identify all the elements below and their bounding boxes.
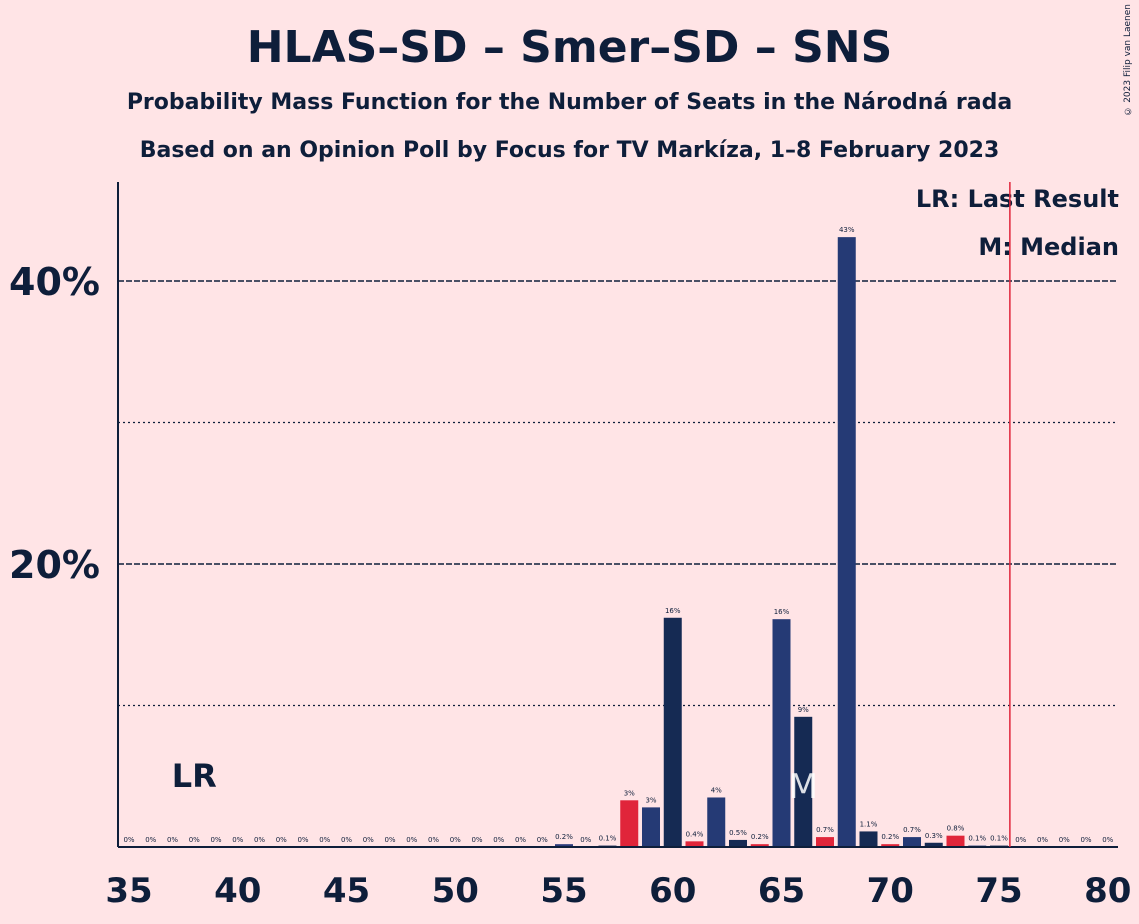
bar-value-label: 0% [319, 836, 330, 844]
chart-subtitle: Probability Mass Function for the Number… [126, 90, 1013, 115]
bar-value-label: 4% [711, 786, 722, 794]
legend-last-result: LR: Last Result [915, 185, 1119, 213]
bar [707, 797, 726, 847]
chart-title: HLAS–SD – Smer–SD – SNS [246, 22, 893, 73]
bar [663, 617, 682, 847]
bar [772, 619, 791, 847]
bar-value-label: 0% [123, 836, 134, 844]
bar-value-label: 0% [276, 836, 287, 844]
bar-value-label: 0.7% [903, 826, 921, 834]
bar-value-label: 0.7% [816, 826, 834, 834]
bar-value-label: 0% [493, 836, 504, 844]
x-tick-label: 35 [105, 871, 152, 911]
bar [924, 842, 943, 847]
bar [903, 837, 921, 847]
bar-value-label: 16% [774, 608, 790, 616]
bar-value-label: 0.3% [925, 832, 943, 840]
bar-value-label: 3% [624, 789, 635, 797]
bar [881, 844, 900, 847]
bar-value-label: 0% [210, 836, 221, 844]
bar-value-label: 0% [254, 836, 265, 844]
bar-value-label: 0.2% [555, 833, 573, 841]
bar [859, 831, 878, 847]
bar [837, 237, 856, 847]
bar-value-label: 0.1% [599, 835, 617, 843]
bar-value-label: 0% [232, 836, 243, 844]
bar-value-label: 0.8% [947, 825, 965, 833]
bar [729, 839, 747, 847]
bar [816, 837, 834, 847]
x-tick-label: 75 [975, 871, 1022, 911]
x-tick-label: 50 [432, 871, 479, 911]
x-tick-label: 40 [214, 871, 261, 911]
bar-value-label: 0.5% [729, 829, 747, 837]
bar-value-label: 43% [839, 226, 855, 234]
bar [642, 807, 660, 847]
x-tick-label: 65 [758, 871, 805, 911]
bar-value-label: 0% [428, 836, 439, 844]
bar-value-label: 0.4% [686, 830, 704, 838]
bar-value-label: 0% [384, 836, 395, 844]
bar-value-label: 9% [798, 706, 809, 714]
bar-value-label: 0.2% [751, 833, 769, 841]
bar-value-label: 0% [189, 836, 200, 844]
bar-value-label: 0.1% [968, 835, 986, 843]
bar-value-label: 0% [145, 836, 156, 844]
bar-value-label: 1.1% [860, 820, 878, 828]
bar-value-label: 0.2% [881, 833, 899, 841]
bar-value-label: 0% [1102, 836, 1113, 844]
x-tick-label: 70 [867, 871, 914, 911]
bar-value-label: 0% [406, 836, 417, 844]
legend-median: M: Median [978, 233, 1119, 261]
bar [794, 716, 813, 847]
bar-value-label: 0% [297, 836, 308, 844]
x-tick-label: 80 [1084, 871, 1131, 911]
y-tick-label: 20% [9, 543, 100, 587]
bar-value-label: 0% [1037, 836, 1048, 844]
last-result-marker: LR [172, 757, 217, 795]
bar-value-label: 0% [167, 836, 178, 844]
median-marker: M [789, 767, 818, 807]
y-tick-label: 40% [9, 260, 100, 304]
x-tick-label: 55 [540, 871, 587, 911]
bar-value-label: 0% [1015, 836, 1026, 844]
bar-value-label: 0% [537, 836, 548, 844]
bar-value-label: 0% [1080, 836, 1091, 844]
bar-value-label: 16% [665, 607, 681, 615]
bar-value-label: 0% [341, 836, 352, 844]
bar-value-label: 0% [580, 836, 591, 844]
bar-value-label: 0% [450, 836, 461, 844]
bar-value-label: 0% [1059, 836, 1070, 844]
bar [946, 835, 965, 847]
bar-value-label: 0% [363, 836, 374, 844]
bar-value-label: 0% [515, 836, 526, 844]
bar [620, 800, 639, 847]
bar-value-label: 0% [471, 836, 482, 844]
bar-value-label: 3% [645, 796, 656, 804]
bar-value-label: 0.1% [990, 835, 1008, 843]
bar [750, 844, 769, 847]
x-tick-label: 45 [323, 871, 370, 911]
x-tick-label: 60 [649, 871, 696, 911]
bar [685, 841, 704, 847]
bar [555, 844, 573, 847]
chart-source: Based on an Opinion Poll by Focus for TV… [139, 138, 1000, 163]
